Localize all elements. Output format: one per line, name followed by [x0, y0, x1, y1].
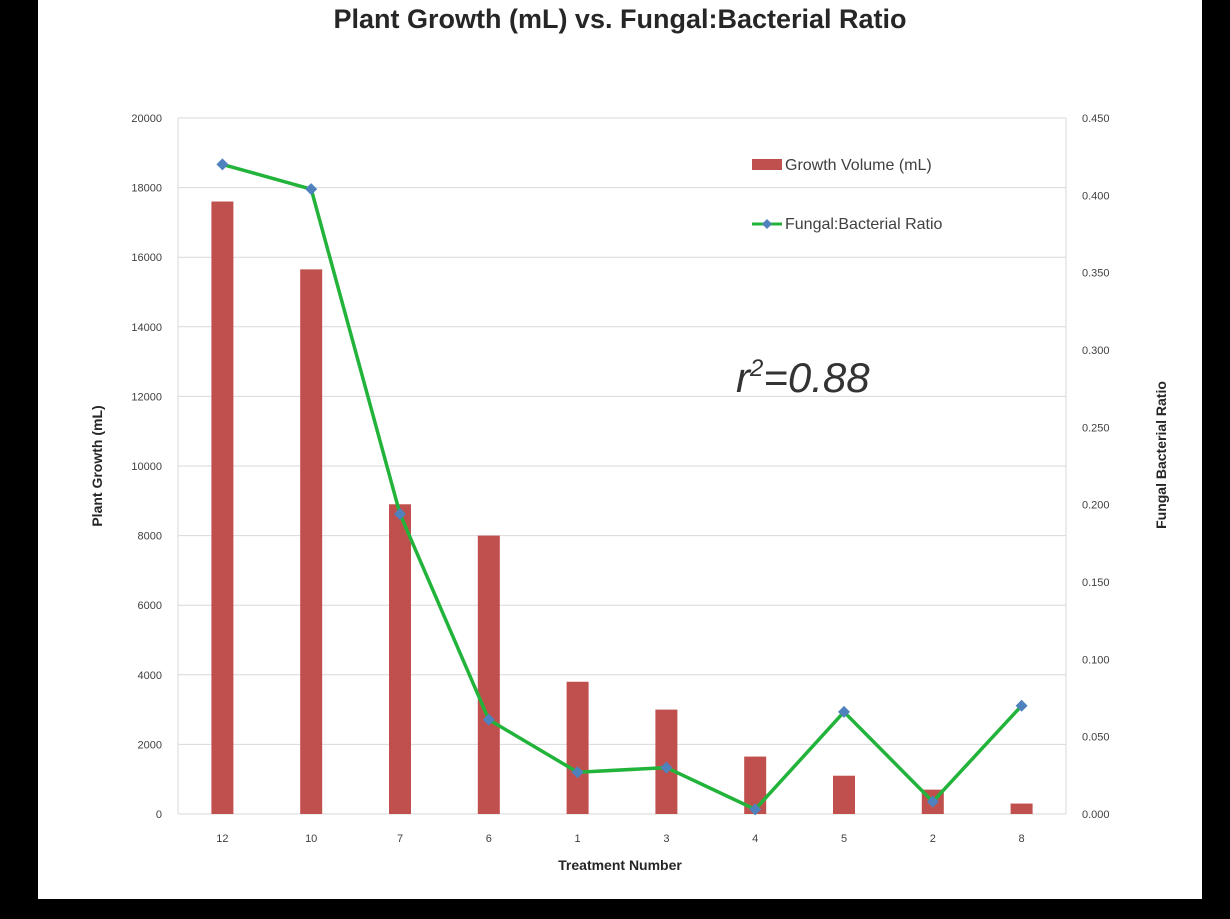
line-point: [394, 507, 406, 520]
y-tick-label: 14000: [131, 322, 162, 334]
y-tick-label: 20000: [131, 113, 162, 125]
y2-tick-label: 0.350: [1082, 268, 1110, 280]
bar: [744, 756, 767, 814]
y-tick-label: 12000: [131, 391, 162, 403]
y-tick-label: 6000: [138, 600, 162, 612]
x-tick-label: 7: [397, 833, 403, 845]
x-tick-label: 10: [305, 833, 317, 845]
x-tick-label: 5: [841, 833, 847, 845]
x-tick-label: 8: [1019, 833, 1025, 845]
legend-bar-label: Growth Volume (mL): [785, 157, 932, 174]
bar-series: [211, 201, 1033, 814]
chart-title: Plant Growth (mL) vs. Fungal:Bacterial R…: [333, 4, 906, 34]
y2-tick-label: 0.300: [1082, 345, 1110, 357]
x-tick-label: 1: [575, 833, 581, 845]
legend-bar-swatch: [752, 159, 782, 170]
y2-tick-label: 0.000: [1082, 809, 1110, 821]
legend-line-label: Fungal:Bacterial Ratio: [785, 216, 943, 233]
gridlines: [177, 117, 1067, 815]
x-axis-ticks: 12 10 7 6 1 3 4 5 2 8: [216, 833, 1024, 845]
y2-tick-label: 0.200: [1082, 500, 1110, 512]
r-squared-superscript: 2: [749, 355, 763, 382]
legend-line-marker: [762, 219, 772, 229]
bottom-border: [0, 899, 1230, 919]
y2-tick-label: 0.050: [1082, 732, 1110, 744]
x-axis-title: Treatment Number: [558, 857, 682, 873]
r-squared-prefix: r: [736, 354, 752, 401]
x-tick-label: 6: [486, 833, 492, 845]
y2-tick-label: 0.450: [1082, 113, 1110, 125]
y-tick-label: 0: [156, 809, 162, 821]
y-tick-label: 8000: [138, 531, 162, 543]
y-axis-title: Plant Growth (mL): [89, 405, 105, 526]
x-tick-label: 3: [663, 833, 669, 845]
x-tick-label: 2: [930, 833, 936, 845]
y2-tick-label: 0.400: [1082, 190, 1110, 202]
line-point: [660, 761, 673, 774]
y2-tick-label: 0.250: [1082, 422, 1110, 434]
legend: Growth Volume (mL) Fungal:Bacterial Rati…: [752, 157, 943, 233]
line-point: [216, 158, 229, 171]
y2-axis-title: Fungal Bacterial Ratio: [1153, 381, 1169, 529]
bar: [211, 201, 234, 814]
ratio-line: [221, 162, 1023, 812]
line-point: [305, 183, 318, 196]
line-point: [749, 803, 762, 816]
x-tick-label: 12: [216, 833, 228, 845]
line-point: [1015, 699, 1028, 712]
left-axis-ticks: 0 2000 4000 6000 8000 10000 12000 14000 16000 180…: [131, 113, 162, 821]
line-point: [838, 705, 850, 718]
bar: [566, 681, 589, 814]
bar: [389, 504, 411, 814]
y2-tick-label: 0.100: [1082, 654, 1110, 666]
y-tick-label: 4000: [138, 670, 162, 682]
y-tick-label: 2000: [138, 739, 162, 751]
line-point: [926, 795, 939, 808]
x-tick-label: 4: [752, 833, 758, 845]
y-tick-label: 18000: [131, 183, 162, 195]
bar: [833, 775, 855, 814]
line-series: [216, 158, 1028, 816]
bar: [300, 269, 323, 814]
right-axis-ticks: 0.000 0.050 0.100 0.150 0.200 0.250 0.300 0.350…: [1082, 113, 1110, 821]
r-squared-value: =0.88: [763, 354, 870, 401]
y-tick-label: 16000: [131, 252, 162, 264]
line-point: [482, 713, 495, 726]
r-squared-annotation: r2=0.88: [736, 354, 870, 401]
bar: [477, 535, 500, 814]
y2-tick-label: 0.150: [1082, 577, 1110, 589]
line-point: [571, 766, 584, 779]
bar: [1010, 803, 1033, 814]
y-tick-label: 10000: [131, 461, 162, 473]
